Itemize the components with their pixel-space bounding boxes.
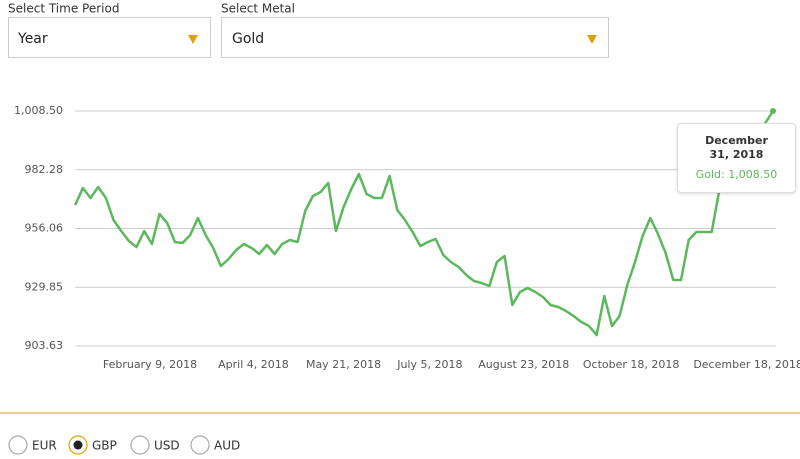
x-tick-label: April 4, 2018 bbox=[218, 358, 289, 371]
dropdown-arrow bbox=[587, 35, 597, 44]
radio-label: USD bbox=[154, 439, 180, 453]
radio-label: GBP bbox=[92, 439, 117, 453]
hover-point bbox=[770, 108, 776, 115]
tooltip-value: Gold: 1,008.50 bbox=[695, 168, 778, 181]
time-period-dropdown[interactable] bbox=[8, 17, 211, 58]
tooltip-title: December 31, 2018 bbox=[705, 134, 768, 161]
dropdown-arrow bbox=[188, 35, 198, 44]
x-tick-label: May 21, 2018 bbox=[306, 358, 381, 371]
x-tick-label: July 5, 2018 bbox=[396, 358, 462, 371]
metal-dropdown[interactable] bbox=[221, 17, 609, 58]
radio-label: EUR bbox=[32, 439, 57, 453]
y-tick-label: 903.63 bbox=[25, 339, 64, 352]
currency-options: EUR GBP USD AUD bbox=[8, 435, 240, 455]
price-line bbox=[74, 110, 775, 337]
radio-button[interactable] bbox=[190, 435, 210, 455]
y-tick-label: 956.06 bbox=[25, 222, 64, 235]
time-period-label: Select Time Period bbox=[8, 2, 119, 16]
x-tick-label: August 23, 2018 bbox=[478, 358, 569, 371]
y-tick-label: 929.85 bbox=[25, 280, 64, 293]
radio-dot bbox=[73, 440, 83, 450]
x-tick-label: December 18, 2018 bbox=[693, 358, 800, 371]
y-tick-label: 1,008.50 bbox=[14, 104, 63, 117]
x-tick-label: February 9, 2018 bbox=[103, 358, 197, 371]
radio-button[interactable] bbox=[8, 435, 28, 455]
y-tick-label: 982.28 bbox=[25, 163, 64, 176]
metal-value: Gold bbox=[232, 31, 264, 47]
metal-label: Select Metal bbox=[221, 2, 295, 16]
time-period-value: Year bbox=[17, 31, 48, 47]
radio-button[interactable] bbox=[130, 435, 150, 455]
chart: 903.63 929.85 956.06 982.28 1,008.50 February… bbox=[14, 104, 800, 371]
x-tick-label: October 18, 2018 bbox=[583, 358, 680, 371]
radio-label: AUD bbox=[214, 439, 240, 453]
tooltip: December 31, 2018 Gold: 1,008.50 bbox=[677, 123, 796, 193]
